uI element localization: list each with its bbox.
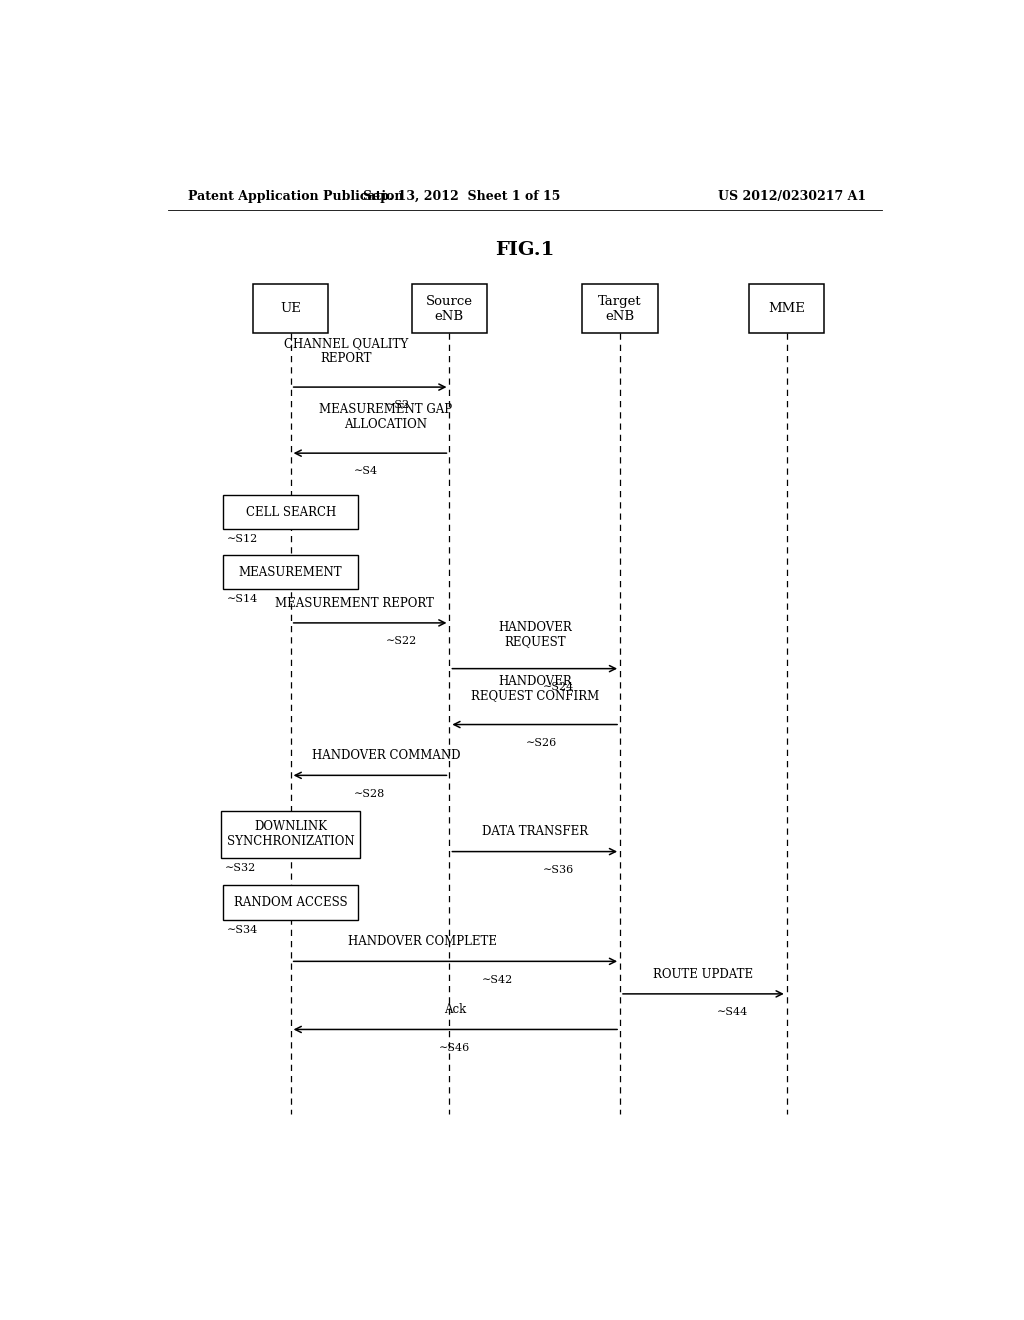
Bar [253, 284, 329, 333]
Text: ∼S22: ∼S22 [386, 636, 417, 645]
Text: ∼S44: ∼S44 [717, 1007, 748, 1018]
Text: MEASUREMENT REPORT: MEASUREMENT REPORT [274, 597, 433, 610]
Text: Target
eNB: Target eNB [598, 294, 642, 323]
Text: MEASUREMENT: MEASUREMENT [239, 565, 342, 578]
Text: ∼S26: ∼S26 [526, 738, 557, 747]
Text: Patent Application Publication: Patent Application Publication [187, 190, 403, 202]
Text: MEASUREMENT GAP
ALLOCATION: MEASUREMENT GAP ALLOCATION [319, 404, 453, 430]
Text: DOWNLINK
SYNCHRONIZATION: DOWNLINK SYNCHRONIZATION [227, 820, 354, 849]
Text: ∼S12: ∼S12 [227, 535, 258, 544]
Text: MME: MME [768, 302, 805, 315]
Text: HANDOVER COMPLETE: HANDOVER COMPLETE [348, 935, 497, 948]
Bar [223, 554, 358, 589]
Text: Source
eNB: Source eNB [426, 294, 473, 323]
Bar [223, 495, 358, 529]
Text: RANDOM ACCESS: RANDOM ACCESS [233, 896, 347, 909]
Text: ∼S42: ∼S42 [481, 974, 513, 985]
Text: ∼S2: ∼S2 [386, 400, 410, 411]
Text: US 2012/0230217 A1: US 2012/0230217 A1 [718, 190, 866, 202]
Text: HANDOVER
REQUEST CONFIRM: HANDOVER REQUEST CONFIRM [471, 675, 599, 702]
Text: ∼S28: ∼S28 [354, 788, 385, 799]
Text: DATA TRANSFER: DATA TRANSFER [481, 825, 588, 838]
Text: CHANNEL QUALITY
REPORT: CHANNEL QUALITY REPORT [284, 337, 409, 364]
Text: ∼S24: ∼S24 [544, 682, 574, 692]
Text: UE: UE [281, 302, 301, 315]
Bar [749, 284, 824, 333]
Text: HANDOVER
REQUEST: HANDOVER REQUEST [498, 620, 571, 648]
Text: ∼S34: ∼S34 [227, 925, 258, 935]
Text: FIG.1: FIG.1 [496, 240, 554, 259]
Text: CELL SEARCH: CELL SEARCH [246, 506, 336, 519]
Bar [583, 284, 657, 333]
Text: ∼S4: ∼S4 [354, 466, 378, 477]
Text: Sep. 13, 2012  Sheet 1 of 15: Sep. 13, 2012 Sheet 1 of 15 [362, 190, 560, 202]
Bar [221, 810, 360, 858]
Text: ∼S36: ∼S36 [544, 865, 574, 875]
Text: ∼S46: ∼S46 [439, 1043, 470, 1052]
Text: ROUTE UPDATE: ROUTE UPDATE [653, 968, 754, 981]
Text: HANDOVER COMMAND: HANDOVER COMMAND [311, 750, 460, 762]
Bar [412, 284, 487, 333]
Bar [223, 886, 358, 920]
Text: Ack: Ack [444, 1003, 467, 1016]
Text: ∼S14: ∼S14 [227, 594, 258, 605]
Text: ∼S32: ∼S32 [225, 863, 256, 873]
